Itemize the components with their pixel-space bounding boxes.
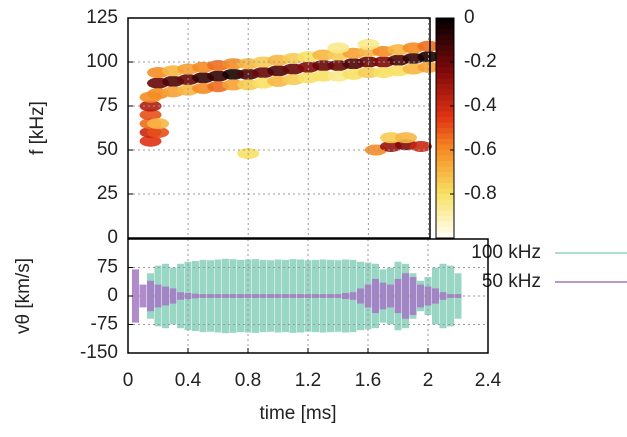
- colorbar-step: [436, 199, 454, 206]
- colorbar-step: [436, 73, 454, 79]
- x-tick-label: 2.4: [475, 370, 502, 391]
- colorbar-step: [436, 100, 454, 107]
- plot-frame: [127, 17, 431, 239]
- colorbar-step: [436, 106, 454, 112]
- colorbar-step: [436, 117, 454, 123]
- colorbar-step: [436, 95, 454, 101]
- plot-frame: [127, 238, 489, 354]
- colorbar-step: [436, 227, 454, 233]
- colorbar-tick-label: -0.6: [464, 139, 497, 160]
- spectrogram-cell: [139, 135, 162, 147]
- y-tick-label: -75: [91, 314, 118, 335]
- colorbar-step: [436, 205, 454, 211]
- y-tick-label: -150: [80, 342, 118, 363]
- spectrogram-cell: [417, 51, 440, 63]
- x-tick-label: 2: [423, 370, 434, 391]
- colorbar-step: [436, 133, 454, 140]
- colorbar-step: [436, 183, 454, 189]
- colorbar-step: [436, 84, 454, 90]
- colorbar-step: [436, 232, 454, 239]
- colorbar-step: [436, 177, 454, 184]
- colorbar-step: [436, 122, 454, 129]
- colorbar-step: [436, 150, 454, 156]
- y-tick-label: 0: [107, 285, 118, 306]
- colorbar-step: [436, 45, 454, 52]
- colorbar-step: [436, 18, 454, 24]
- colorbar-step: [436, 40, 454, 46]
- legend-label: 100 kHz: [471, 242, 541, 263]
- colorbar-step: [436, 51, 454, 57]
- spectrogram-cell: [409, 140, 432, 152]
- colorbar-step: [436, 144, 454, 151]
- colorbar-step: [436, 111, 454, 118]
- spectrogram-cell: [417, 61, 440, 73]
- x-tick-label: 1.2: [295, 370, 321, 391]
- colorbar-step: [436, 67, 454, 74]
- spectrogram-cell: [417, 40, 440, 52]
- x-tick-label: 0: [123, 370, 134, 391]
- colorbar-step: [436, 194, 454, 200]
- spectrogram-cell: [394, 132, 417, 144]
- colorbar-step: [436, 161, 454, 167]
- colorbar-step: [436, 172, 454, 178]
- x-axis-label: time [ms]: [259, 403, 336, 424]
- x-tick-label: 0.8: [235, 370, 261, 391]
- colorbar-step: [436, 128, 454, 134]
- y-tick-label: 25: [97, 183, 118, 204]
- spectrogram-cell: [139, 91, 162, 103]
- colorbar-step: [436, 23, 454, 30]
- y-axis-label: vθ [km/s]: [13, 258, 34, 334]
- colorbar-step: [436, 62, 454, 68]
- colorbar-step: [436, 34, 454, 41]
- spectrogram-cell: [139, 100, 162, 112]
- y-tick-label: 0: [107, 227, 118, 248]
- y-tick-label: 100: [86, 51, 118, 72]
- colorbar-step: [436, 166, 454, 173]
- spectrogram-cell: [147, 118, 170, 130]
- colorbar-step: [436, 56, 454, 63]
- colorbar-step: [436, 188, 454, 195]
- spectrogram-cell: [139, 109, 162, 121]
- colorbar-step: [436, 221, 454, 228]
- y-axis-label: f [kHz]: [27, 101, 48, 155]
- x-tick-label: 0.4: [175, 370, 202, 391]
- legend-label: 50 kHz: [482, 271, 541, 292]
- colorbar-tick-label: -0.8: [464, 183, 497, 204]
- spectrogram-cell: [327, 42, 350, 54]
- colorbar-step: [436, 78, 454, 85]
- colorbar-step: [436, 139, 454, 145]
- colorbar-step: [436, 216, 454, 222]
- colorbar-tick-label: -0.4: [464, 95, 497, 116]
- spectrogram-cell: [147, 126, 170, 138]
- colorbar-step: [436, 155, 454, 162]
- y-tick-label: 75: [97, 95, 118, 116]
- colorbar-frame: [435, 17, 455, 239]
- colorbar-tick-label: 0: [464, 7, 475, 28]
- colorbar-step: [436, 210, 454, 217]
- colorbar-step: [436, 29, 454, 35]
- y-tick-label: 50: [97, 139, 118, 160]
- x-tick-label: 1.6: [355, 370, 381, 391]
- y-tick-label: 125: [86, 7, 118, 28]
- y-tick-label: 75: [97, 257, 118, 278]
- colorbar-step: [436, 89, 454, 96]
- colorbar-tick-label: -0.2: [464, 51, 497, 72]
